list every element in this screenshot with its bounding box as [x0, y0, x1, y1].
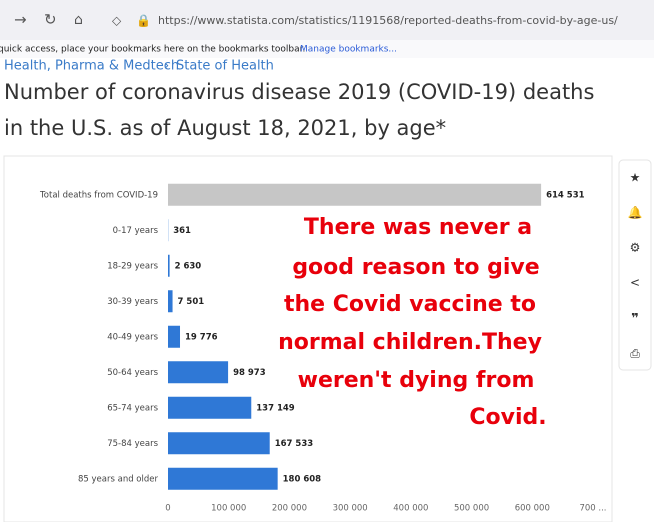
bookmarks-text: quick access, place your bookmarks here … [0, 45, 305, 55]
home-button[interactable]: ⌂ [74, 12, 83, 28]
favorite-icon[interactable]: ★ [630, 171, 641, 185]
x-tick-label: 300 000 [333, 504, 368, 514]
value-label: 361 [173, 226, 191, 236]
category-label: 50-64 years [107, 368, 158, 378]
annotation-line: good reason to give [292, 255, 539, 280]
lock-icon: 🔒 [136, 14, 151, 28]
category-label: 18-29 years [107, 261, 158, 271]
breadcrumb[interactable]: State of Health [176, 59, 274, 74]
value-label: 137 149 [256, 403, 295, 413]
bar [168, 325, 181, 348]
annotation-line: Covid. [469, 405, 546, 430]
breadcrumb[interactable]: Health, Pharma & Medtech [4, 59, 179, 74]
annotation-line: weren't dying from [298, 368, 535, 393]
breadcrumb-sep: › [164, 59, 169, 74]
category-label: Total deaths from COVID-19 [39, 190, 158, 200]
x-tick-label: 600 000 [515, 504, 550, 514]
bookmarks-link[interactable]: Manage bookmarks... [300, 45, 397, 55]
value-label: 2 630 [175, 261, 202, 271]
bar [168, 361, 229, 384]
url[interactable]: https://www.statista.com/statistics/1191… [158, 14, 618, 27]
value-label: 167 533 [275, 439, 314, 449]
chart-panel [3, 155, 613, 522]
annotation-line: the Covid vaccine to [284, 292, 536, 317]
plot: 0 100 000 200 000 300 000 400 000 500 000 600 … [39, 183, 607, 514]
print-icon[interactable]: ⎙ [630, 347, 640, 361]
bar [168, 432, 270, 455]
x-tick-label: 700 ... [579, 504, 606, 514]
settings-icon[interactable]: ⚙ [630, 241, 641, 255]
x-tick-label: 200 000 [272, 504, 307, 514]
toolbar [0, 0, 654, 40]
annotation-line: normal children.They [278, 330, 542, 355]
x-tick-label: 400 000 [393, 504, 428, 514]
annotation-line: There was never a [304, 215, 532, 240]
x-tick-label: 0 [165, 504, 170, 514]
bar [168, 396, 252, 419]
shield-icon: ◇ [112, 14, 122, 28]
x-tick-label: 500 000 [454, 504, 489, 514]
bookmarks-bar [0, 40, 654, 58]
category-label: 0-17 years [113, 226, 159, 236]
category-label: 85 years and older [78, 474, 158, 484]
value-label: 7 501 [178, 297, 205, 307]
x-tick-label: 100 000 [211, 504, 246, 514]
value-label: 98 973 [233, 368, 266, 378]
share-icon[interactable]: < [630, 276, 640, 290]
forward-button[interactable]: → [14, 11, 27, 29]
chart-title: in the U.S. as of August 18, 2021, by ag… [4, 116, 446, 140]
category-label: 75-84 years [107, 439, 158, 449]
annotation: There was never a good reason to give the … [278, 215, 547, 430]
alert-icon[interactable]: 🔔 [628, 206, 643, 220]
category-label: 30-39 years [107, 297, 158, 307]
bar [168, 467, 278, 490]
value-label: 180 608 [283, 474, 322, 484]
category-label: 65-74 years [107, 403, 158, 413]
value-label: 19 776 [185, 332, 218, 342]
chart-title: Number of coronavirus disease 2019 (COVI… [4, 80, 594, 104]
bar [168, 183, 542, 206]
cite-icon[interactable]: ❞ [631, 312, 639, 327]
sidebar [618, 159, 652, 371]
category-label: 40-49 years [107, 332, 158, 342]
value-label: 614 531 [546, 190, 585, 200]
bar [168, 254, 170, 277]
reload-button[interactable]: ↻ [44, 11, 57, 29]
bar [168, 290, 173, 313]
